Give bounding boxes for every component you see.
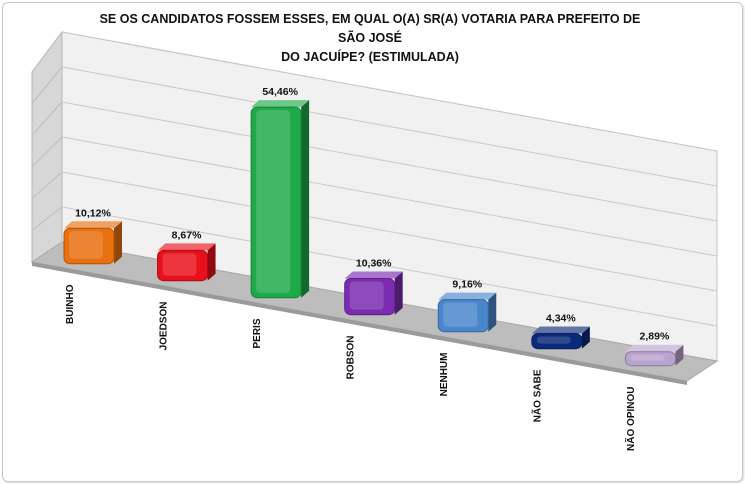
bar-não-opinou: [624, 344, 684, 367]
gridline-side: [31, 101, 63, 136]
data-label-6: 2,89%: [640, 331, 670, 343]
chart-walls: [30, 30, 719, 385]
category-label-2: PERIS: [252, 318, 263, 348]
data-label-0: 10,12%: [75, 207, 111, 219]
category-label-3: ROBSON: [346, 336, 357, 380]
bar-side: [581, 326, 590, 349]
bar-highlight: [443, 302, 478, 327]
bar-side: [488, 292, 497, 332]
chart-title-line-1: SE OS CANDIDATOS FOSSEM ESSES, EM QUAL O…: [99, 12, 641, 45]
bar-highlight: [162, 253, 197, 276]
bar-highlight: [68, 231, 103, 259]
gridline: [61, 101, 718, 222]
data-label-4: 9,16%: [452, 279, 482, 291]
bars: [63, 100, 684, 367]
category-label-0: BUINHO: [65, 284, 76, 324]
bar-highlight: [256, 110, 291, 293]
gridline: [61, 66, 718, 187]
data-labels: 10,12% 8,67% 54,46% 10,36% 9,16% 4,34% 2,89%: [75, 86, 670, 343]
bar-top: [251, 100, 310, 108]
gridline-side: [31, 66, 63, 104]
bar-top: [344, 271, 403, 279]
gridline: [61, 136, 718, 257]
bar-peris: [250, 100, 310, 299]
bar-nenhum: [437, 292, 497, 333]
floor-edge: [32, 262, 687, 385]
bar-robson: [344, 271, 403, 316]
bar-joedson: [157, 243, 216, 282]
gridlines: [31, 31, 718, 327]
category-label-6: NÃO OPINOU: [624, 387, 637, 451]
bar-buinho: [63, 221, 122, 265]
bar-top: [625, 344, 684, 352]
bar-side: [394, 271, 403, 315]
gridline-side: [31, 31, 63, 73]
bar-não-sabe: [531, 326, 590, 350]
data-label-5: 4,34%: [546, 313, 576, 325]
data-label-3: 10,36%: [356, 257, 392, 269]
bar-highlight: [536, 336, 571, 344]
bar-side: [207, 243, 216, 281]
data-label-1: 8,67%: [172, 229, 202, 241]
category-label-5: NÃO SABE: [531, 369, 544, 422]
bar-side: [113, 221, 122, 264]
bar-highlight: [630, 354, 665, 361]
bar-top: [157, 243, 216, 251]
chart-title: SE OS CANDIDATOS FOSSEM ESSES, EM QUAL O…: [90, 10, 650, 67]
data-label-2: 54,46%: [262, 86, 298, 98]
bar-top: [438, 292, 497, 300]
gridline-side: [31, 171, 63, 200]
gridline-side: [31, 136, 63, 168]
gridline: [61, 171, 718, 292]
bar-highlight: [349, 281, 384, 310]
gridline: [61, 31, 718, 152]
bar-top: [531, 326, 590, 334]
chart-title-line-2: DO JACUÍPE? (ESTIMULADA): [281, 50, 459, 64]
category-label-1: JOEDSON: [158, 302, 169, 351]
gridline-side: [31, 206, 63, 231]
bar-top: [63, 221, 122, 229]
category-label-4: NENHUM: [439, 353, 450, 397]
bar-side: [301, 100, 310, 298]
gridline: [61, 206, 718, 327]
category-labels: BUINHO JOEDSON PERIS ROBSON NENHUM NÃO SABE NÃ…: [65, 284, 637, 451]
